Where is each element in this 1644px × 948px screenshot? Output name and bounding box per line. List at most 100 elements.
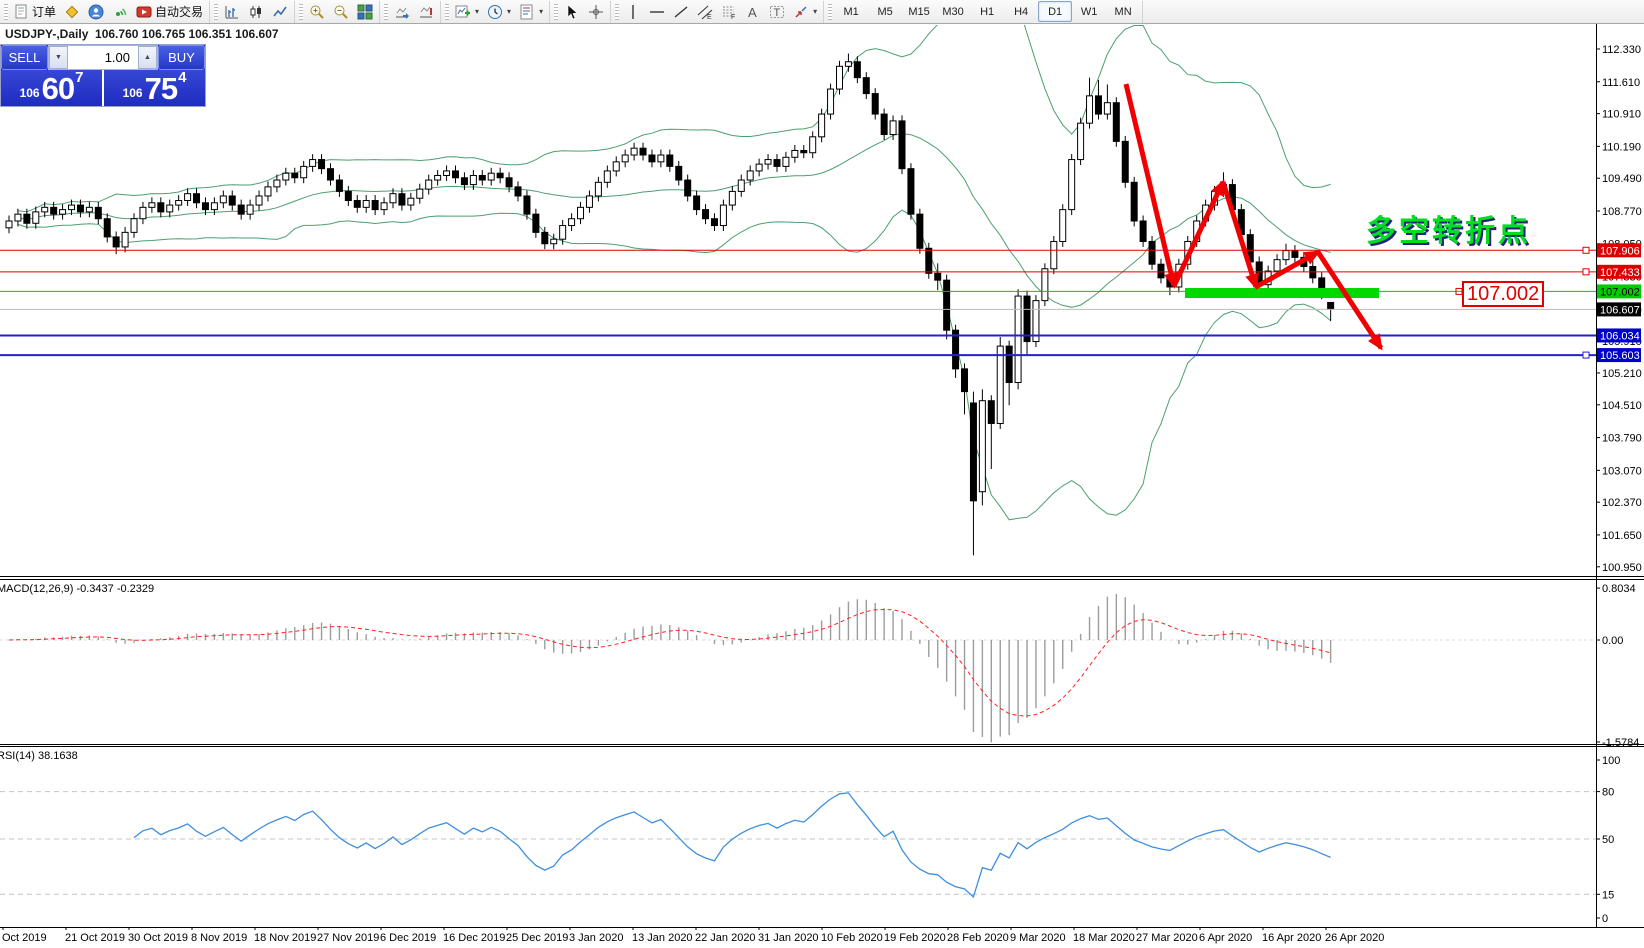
- new-chart-button[interactable]: ▾: [451, 1, 483, 23]
- community-icon: [88, 4, 104, 20]
- zoom-out-button[interactable]: [329, 1, 353, 23]
- volume-decrease-button[interactable]: ▼: [49, 46, 68, 69]
- toolbar-grip[interactable]: [299, 3, 304, 20]
- vertical-line-button[interactable]: [621, 1, 645, 23]
- svg-text:6 Apr 2020: 6 Apr 2020: [1199, 932, 1252, 944]
- arrows-button[interactable]: ▾: [789, 1, 821, 23]
- svg-text:15: 15: [1602, 889, 1614, 901]
- timeframe-d1-button[interactable]: D1: [1038, 1, 1073, 22]
- auto-scroll-icon: [394, 4, 410, 20]
- toolbar-grip[interactable]: [4, 3, 8, 20]
- svg-text:F: F: [731, 14, 735, 20]
- templates-button[interactable]: ▾: [515, 1, 547, 23]
- volume-increase-button[interactable]: ▲: [138, 46, 157, 69]
- toolbar-grip[interactable]: [445, 3, 450, 20]
- toolbar-grip[interactable]: [615, 3, 620, 20]
- bollinger-bands: [17, 25, 1331, 521]
- chart-shift-button[interactable]: [414, 1, 438, 23]
- timeframe-m1-button[interactable]: M1: [843, 5, 859, 18]
- svg-text:110.910: 110.910: [1602, 109, 1641, 121]
- tile-windows-button[interactable]: [353, 1, 377, 23]
- svg-text:110.190: 110.190: [1602, 141, 1641, 153]
- buy-price-prefix: 106: [122, 86, 143, 100]
- community-button[interactable]: [84, 1, 108, 23]
- trendline-button[interactable]: [669, 1, 693, 23]
- fibonacci-button[interactable]: F: [717, 1, 741, 23]
- trend-arrow-zigzag[interactable]: [1123, 83, 1384, 351]
- text-button[interactable]: A: [741, 1, 765, 23]
- chevron-down-icon: ▾: [507, 7, 512, 16]
- horizontal-line-button[interactable]: [645, 1, 669, 23]
- horizontal-level-lines[interactable]: [0, 246, 1596, 359]
- svg-text:103.790: 103.790: [1602, 433, 1642, 445]
- svg-text:19 Feb 2020: 19 Feb 2020: [884, 932, 946, 944]
- turning-point-annotation[interactable]: 多空转折点: [1366, 215, 1531, 248]
- svg-text:3 Jan 2020: 3 Jan 2020: [569, 932, 623, 944]
- svg-text:T: T: [774, 7, 781, 19]
- fibonacci-icon: F: [721, 4, 737, 20]
- cursor-button[interactable]: [560, 1, 584, 23]
- timeframe-group: M1 M5 M15 M30 H1 H4 D1 W1 MN: [824, 0, 1144, 23]
- horizontal-line-icon: [649, 4, 665, 20]
- text-icon: A: [745, 4, 761, 20]
- price-axis[interactable]: 112.330 111.610 110.910 110.190 109.490 108.7…: [1596, 44, 1642, 925]
- timeframe-m30-button[interactable]: M30: [942, 5, 964, 18]
- timeframe-h4-button[interactable]: H4: [1014, 5, 1029, 18]
- bar-chart-button[interactable]: [220, 1, 244, 23]
- metaeditor-icon: [64, 4, 80, 20]
- line-chart-icon: [272, 4, 288, 20]
- svg-text:9 Mar 2020: 9 Mar 2020: [1010, 932, 1066, 944]
- svg-text:100: 100: [1602, 755, 1620, 767]
- timeframe-mn-button[interactable]: MN: [1114, 5, 1132, 18]
- date-axis[interactable]: Oct 2019 21 Oct 2019 30 Oct 2019 8 Nov 2019…: [2, 927, 1384, 944]
- profiles-button[interactable]: ▾: [483, 1, 515, 23]
- svg-text:111.610: 111.610: [1602, 77, 1640, 89]
- chevron-down-icon: ▾: [813, 7, 818, 16]
- cursor-icon: [564, 3, 580, 20]
- buy-price-big: 75: [144, 71, 178, 106]
- toolbar-grip[interactable]: [554, 3, 559, 20]
- buy-price[interactable]: 106 75 4: [104, 70, 205, 106]
- price-axis-tags: 107.906 107.433 107.002 106.607 106.034 105.6…: [1597, 243, 1641, 363]
- toolbar-grip[interactable]: [214, 3, 219, 20]
- svg-text:16 Dec 2019: 16 Dec 2019: [443, 932, 505, 944]
- svg-text:80: 80: [1602, 787, 1614, 799]
- new-order-button[interactable]: 订单: [10, 1, 60, 23]
- new-order-icon: [14, 4, 29, 19]
- support-zone-rectangle[interactable]: [1185, 288, 1379, 298]
- text-label-button[interactable]: T: [765, 1, 789, 23]
- toolbar-group: [295, 0, 381, 23]
- rsi-pane: [0, 791, 1596, 899]
- crosshair-icon: [588, 4, 604, 20]
- autotrading-button[interactable]: 自动交易: [132, 1, 207, 23]
- timeframe-m15-button[interactable]: M15: [908, 5, 930, 18]
- svg-text:10 Feb 2020: 10 Feb 2020: [821, 932, 883, 944]
- zoom-in-button[interactable]: [305, 1, 329, 23]
- signals-button[interactable]: [108, 1, 132, 23]
- crosshair-button[interactable]: [584, 1, 608, 23]
- timeframe-h1-button[interactable]: H1: [980, 5, 995, 18]
- buy-button[interactable]: BUY: [158, 45, 205, 70]
- svg-text:112.330: 112.330: [1602, 44, 1641, 56]
- line-chart-button[interactable]: [268, 1, 292, 23]
- svg-text:21 Oct 2019: 21 Oct 2019: [65, 932, 125, 944]
- auto-scroll-button[interactable]: [390, 1, 414, 23]
- timeframe-m5-button[interactable]: M5: [877, 5, 893, 18]
- svg-text:103.070: 103.070: [1602, 465, 1642, 477]
- sell-price[interactable]: 106 60 7: [1, 70, 102, 106]
- toolbar-grip[interactable]: [828, 3, 833, 20]
- volume-input[interactable]: 1.00: [68, 46, 138, 69]
- sell-button[interactable]: SELL: [1, 45, 48, 70]
- svg-text:16 Apr 2020: 16 Apr 2020: [1262, 932, 1321, 944]
- candlestick-chart-button[interactable]: [244, 1, 268, 23]
- equidistant-channel-button[interactable]: E: [693, 1, 717, 23]
- timeframe-w1-button[interactable]: W1: [1080, 5, 1098, 18]
- chevron-down-icon: ▾: [539, 7, 544, 16]
- price-level-callout[interactable]: 107.002: [1462, 281, 1545, 307]
- svg-text:105.603: 105.603: [1600, 350, 1640, 362]
- toolbar-grip[interactable]: [384, 3, 389, 20]
- metaeditor-button[interactable]: [60, 1, 84, 23]
- tile-windows-icon: [357, 4, 373, 20]
